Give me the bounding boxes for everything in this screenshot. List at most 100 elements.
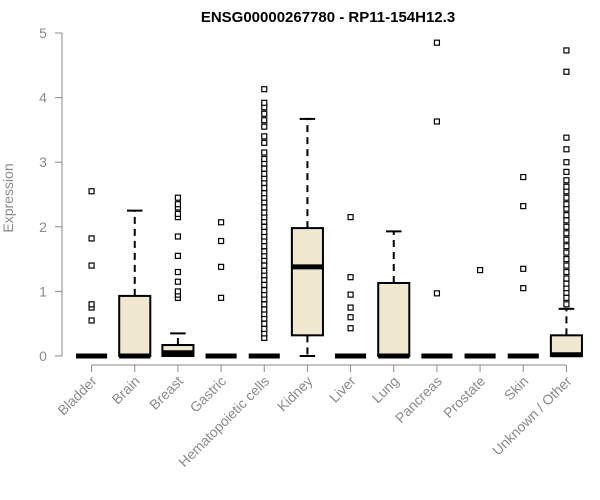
outlier-point <box>261 248 268 255</box>
outlier-point <box>520 285 527 292</box>
box-hematopoietic-cells <box>248 86 280 359</box>
outlier-point <box>563 146 570 153</box>
x-tick-label: Skin <box>501 373 532 404</box>
outlier-point <box>174 268 182 276</box>
outlier-point <box>261 209 268 216</box>
x-tick-label: Pancreas <box>392 373 445 426</box>
outlier-point <box>261 133 268 140</box>
outlier-point <box>563 168 570 175</box>
outlier-point <box>563 201 570 208</box>
outlier-point <box>433 290 441 297</box>
y-tick-label: 5 <box>39 25 47 41</box>
outlier-point <box>261 306 268 313</box>
outlier-point <box>261 223 268 230</box>
outlier-point <box>563 230 570 237</box>
outlier-point <box>563 268 570 276</box>
outlier-point <box>261 86 268 93</box>
outlier-point <box>520 203 527 210</box>
x-tick-label: Liver <box>326 373 359 406</box>
box-body <box>377 282 411 358</box>
outlier-point <box>563 68 570 75</box>
y-tick-label: 4 <box>39 90 47 106</box>
outlier-point <box>261 267 268 274</box>
outlier-point <box>261 320 268 327</box>
outlier-point <box>563 294 570 301</box>
box-pancreas <box>421 39 453 359</box>
y-axis-label: Expression <box>0 163 16 232</box>
box-gastric <box>205 219 237 359</box>
outlier-point <box>563 159 570 166</box>
outlier-point <box>347 274 354 281</box>
outlier-point <box>261 184 268 192</box>
x-tick-label: Unknown / Other <box>489 373 575 459</box>
outlier-point <box>261 170 268 177</box>
outlier-point <box>563 217 570 224</box>
box-bladder <box>76 188 108 359</box>
outlier-point <box>347 291 354 298</box>
y-tick-label: 1 <box>39 283 47 299</box>
outlier-point <box>563 236 570 243</box>
outlier-point <box>347 325 354 332</box>
outlier-point <box>174 278 182 285</box>
outlier-point <box>88 301 95 308</box>
outlier-point <box>261 149 268 156</box>
outlier-point <box>563 301 570 308</box>
outlier-point <box>217 294 225 301</box>
x-tick-label: Brain <box>108 373 142 407</box>
box-body <box>290 227 324 337</box>
outlier-point <box>261 155 268 163</box>
chart-title: ENSG00000267780 - RP11-154H12.3 <box>201 9 455 26</box>
y-axis: 0 1 2 3 4 5 <box>39 25 63 364</box>
y-tick-label: 3 <box>39 154 47 170</box>
outlier-point <box>261 301 268 308</box>
outlier-point <box>261 243 268 250</box>
outlier-point <box>88 317 95 324</box>
outlier-point <box>88 235 95 242</box>
outlier-point <box>261 190 268 197</box>
outlier-point <box>88 188 95 195</box>
outlier-point <box>261 325 268 332</box>
outlier-point <box>261 204 268 211</box>
x-tick-label: Lung <box>369 373 402 406</box>
outlier-point <box>174 194 182 201</box>
outlier-point <box>261 117 268 124</box>
box-brain <box>118 209 152 359</box>
outlier-point <box>476 266 484 274</box>
outlier-point <box>563 262 570 269</box>
outlier-point <box>520 173 527 181</box>
outlier-point <box>563 47 570 54</box>
outlier-point <box>563 275 570 282</box>
box-lung <box>377 230 411 359</box>
outlier-point <box>174 252 182 259</box>
outlier-point <box>217 219 225 226</box>
boxes-group <box>76 39 583 359</box>
x-tick-label: Prostate <box>440 373 488 421</box>
outlier-point <box>563 243 570 250</box>
outlier-point <box>433 39 441 46</box>
outlier-point <box>261 228 268 236</box>
y-tick-label: 0 <box>39 348 47 364</box>
outlier-point <box>563 280 570 287</box>
outlier-point <box>261 165 268 172</box>
outlier-point <box>563 256 570 263</box>
x-tick-label: Gastric <box>187 373 230 416</box>
outlier-point <box>563 134 570 141</box>
outlier-point <box>563 194 570 201</box>
outlier-point <box>174 288 182 295</box>
outlier-point <box>563 212 570 219</box>
outlier-point <box>261 262 268 269</box>
outlier-point <box>174 233 182 240</box>
outlier-point <box>88 262 95 269</box>
outlier-point <box>520 265 527 272</box>
x-tick-label: Kidney <box>274 373 316 415</box>
outlier-point <box>347 304 354 311</box>
outlier-point <box>563 177 570 184</box>
outlier-point <box>261 110 268 117</box>
box-skin <box>507 173 539 359</box>
outlier-point <box>174 201 182 208</box>
outlier-point <box>347 314 354 321</box>
outlier-point <box>217 237 225 245</box>
outlier-point <box>217 263 225 270</box>
outlier-point <box>261 281 268 289</box>
